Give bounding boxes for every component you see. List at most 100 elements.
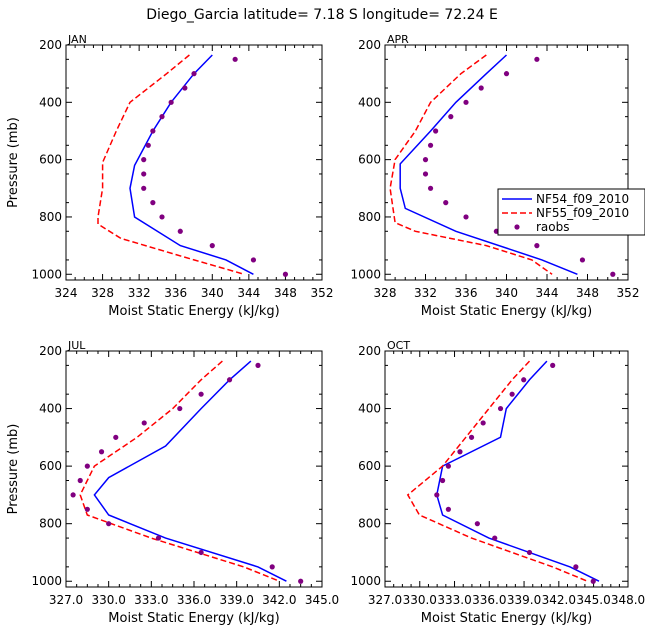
raobs-point xyxy=(463,99,469,105)
x-tick-label: 327.0 xyxy=(49,593,83,607)
y-tick-label: 1000 xyxy=(31,267,62,281)
y-tick-label: 800 xyxy=(358,517,381,531)
legend-entry: NF55_f09_2010 xyxy=(536,206,629,220)
raobs-point xyxy=(457,449,463,455)
raobs-point xyxy=(443,200,449,206)
nf55-f09-2010-line xyxy=(79,360,280,582)
raobs-point xyxy=(474,521,480,527)
x-tick-label: 324 xyxy=(55,286,78,300)
nf54-f09-2010-line xyxy=(399,54,578,275)
y-tick-label: 600 xyxy=(358,459,381,473)
raobs-point xyxy=(159,114,165,120)
nf55-f09-2010-line xyxy=(389,54,553,275)
figure-title: Diego_Garcia latitude= 7.18 S longitude=… xyxy=(146,7,498,23)
legend-entry: NF54_f09_2010 xyxy=(536,192,629,206)
raobs-point xyxy=(422,171,429,177)
x-tick-label: 352 xyxy=(617,286,640,300)
raobs-point xyxy=(492,535,498,541)
y-tick-label: 400 xyxy=(39,95,62,109)
nf55-f09-2010-line xyxy=(406,360,588,582)
x-tick-label: 333.0 xyxy=(134,593,168,607)
raobs-point xyxy=(590,578,596,584)
raobs-point xyxy=(113,434,119,440)
raobs-point xyxy=(255,362,261,368)
x-tick-label: 336.0 xyxy=(177,593,211,607)
y-tick-label: 600 xyxy=(39,153,62,167)
raobs-point xyxy=(141,420,147,426)
nf54-f09-2010-line xyxy=(93,360,287,582)
raobs-point xyxy=(480,420,486,426)
x-axis-label: Moist Static Energy (kJ/kg) xyxy=(421,304,592,319)
raobs-point xyxy=(198,391,204,397)
raobs-point xyxy=(298,578,304,584)
raobs-point xyxy=(250,257,257,263)
raobs-point xyxy=(534,243,540,249)
raobs-point xyxy=(478,85,484,91)
y-tick-label: 200 xyxy=(39,38,62,52)
y-axis-label: Pressure (mb) xyxy=(6,424,21,515)
raobs-point xyxy=(141,171,147,177)
raobs-point xyxy=(579,257,586,263)
nf54-f09-2010-line xyxy=(436,360,600,582)
y-tick-label: 1000 xyxy=(31,574,62,588)
panel-title: JAN xyxy=(67,33,87,46)
raobs-point xyxy=(448,114,454,120)
raobs-point xyxy=(155,535,162,541)
raobs-point xyxy=(269,564,275,570)
raobs-point xyxy=(106,521,112,527)
x-tick-label: 330.0 xyxy=(91,593,125,607)
panel-jul: JUL 327.0 330.0 333.0 336.0 339.0 342.0 345.0 20… xyxy=(6,339,339,626)
y-tick-label: 200 xyxy=(39,344,62,358)
raobs-point xyxy=(84,463,90,469)
raobs-point xyxy=(445,506,451,512)
y-tick-label: 400 xyxy=(39,402,62,416)
x-tick-label: 328 xyxy=(374,286,397,300)
x-tick-label: 339.0 xyxy=(507,593,541,607)
raobs-point xyxy=(468,434,475,440)
raobs-point xyxy=(191,71,197,77)
raobs-point xyxy=(77,477,83,484)
x-tick-label: 345.0 xyxy=(305,593,339,607)
raobs-point xyxy=(98,449,105,455)
x-tick-label: 332 xyxy=(128,286,151,300)
raobs-point xyxy=(84,506,90,512)
x-tick-label: 348 xyxy=(274,286,297,300)
raobs-point xyxy=(433,128,439,134)
raobs-point xyxy=(177,228,183,234)
raobs-point xyxy=(198,549,204,556)
y-tick-label: 1000 xyxy=(350,574,381,588)
panel-oct: OCT 327.0 330.0 333.0 336.0 339.0 342.0 345.0 34… xyxy=(350,339,645,626)
x-tick-label: 328 xyxy=(91,286,114,300)
raobs-point xyxy=(141,185,147,191)
panel-title: OCT xyxy=(387,339,410,352)
y-tick-label: 800 xyxy=(39,517,62,531)
x-tick-label: 330.0 xyxy=(403,593,437,607)
x-tick-label: 342.0 xyxy=(542,593,576,607)
x-tick-label: 336 xyxy=(455,286,478,300)
x-axis-label: Moist Static Energy (kJ/kg) xyxy=(108,611,279,626)
raobs-point xyxy=(282,271,289,277)
x-axis-label: Moist Static Energy (kJ/kg) xyxy=(421,611,592,626)
x-tick-label: 339.0 xyxy=(219,593,253,607)
raobs-point xyxy=(427,185,434,191)
y-tick-label: 1000 xyxy=(350,267,381,281)
y-tick-label: 400 xyxy=(358,95,381,109)
x-tick-label: 333.0 xyxy=(437,593,471,607)
plot-frame xyxy=(384,44,629,281)
raobs-point xyxy=(573,564,579,570)
y-tick-label: 600 xyxy=(358,153,381,167)
raobs-point xyxy=(534,56,540,62)
raobs-point xyxy=(445,463,451,469)
legend-swatch-dot xyxy=(514,224,520,230)
raobs-point xyxy=(550,362,556,368)
nf55-f09-2010-line xyxy=(97,54,245,276)
raobs-point xyxy=(168,99,174,105)
y-tick-label: 200 xyxy=(358,344,381,358)
raobs-point xyxy=(497,405,504,412)
raobs-point xyxy=(150,200,156,206)
x-tick-label: 352 xyxy=(311,286,334,300)
raobs-point xyxy=(422,157,429,163)
raobs-point xyxy=(182,85,188,91)
raobs-point xyxy=(439,477,446,484)
